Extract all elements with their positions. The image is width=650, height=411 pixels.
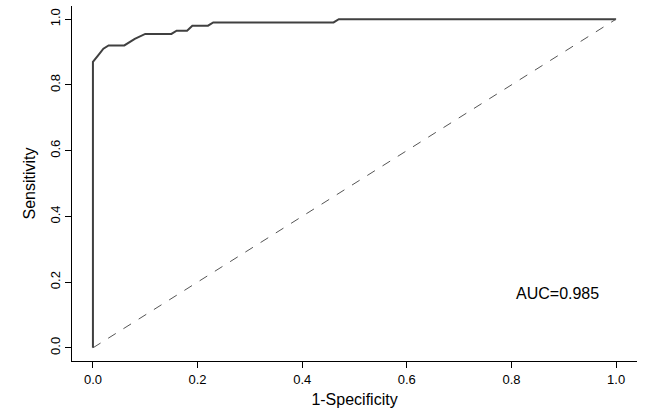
svg-text:1.0: 1.0 — [48, 8, 63, 26]
svg-text:0.4: 0.4 — [48, 205, 63, 223]
svg-text:0.6: 0.6 — [398, 372, 416, 387]
svg-text:0.2: 0.2 — [189, 372, 207, 387]
svg-text:1-Specificity: 1-Specificity — [311, 391, 397, 408]
svg-text:0.0: 0.0 — [48, 337, 63, 355]
svg-text:0.4: 0.4 — [293, 372, 311, 387]
svg-text:0.6: 0.6 — [48, 140, 63, 158]
svg-text:0.0: 0.0 — [84, 372, 102, 387]
svg-text:0.2: 0.2 — [48, 271, 63, 289]
svg-text:AUC=0.985: AUC=0.985 — [516, 285, 599, 302]
svg-text:0.8: 0.8 — [502, 372, 520, 387]
svg-text:Sensitivity: Sensitivity — [21, 147, 38, 219]
svg-text:0.8: 0.8 — [48, 74, 63, 92]
svg-text:1.0: 1.0 — [607, 372, 625, 387]
